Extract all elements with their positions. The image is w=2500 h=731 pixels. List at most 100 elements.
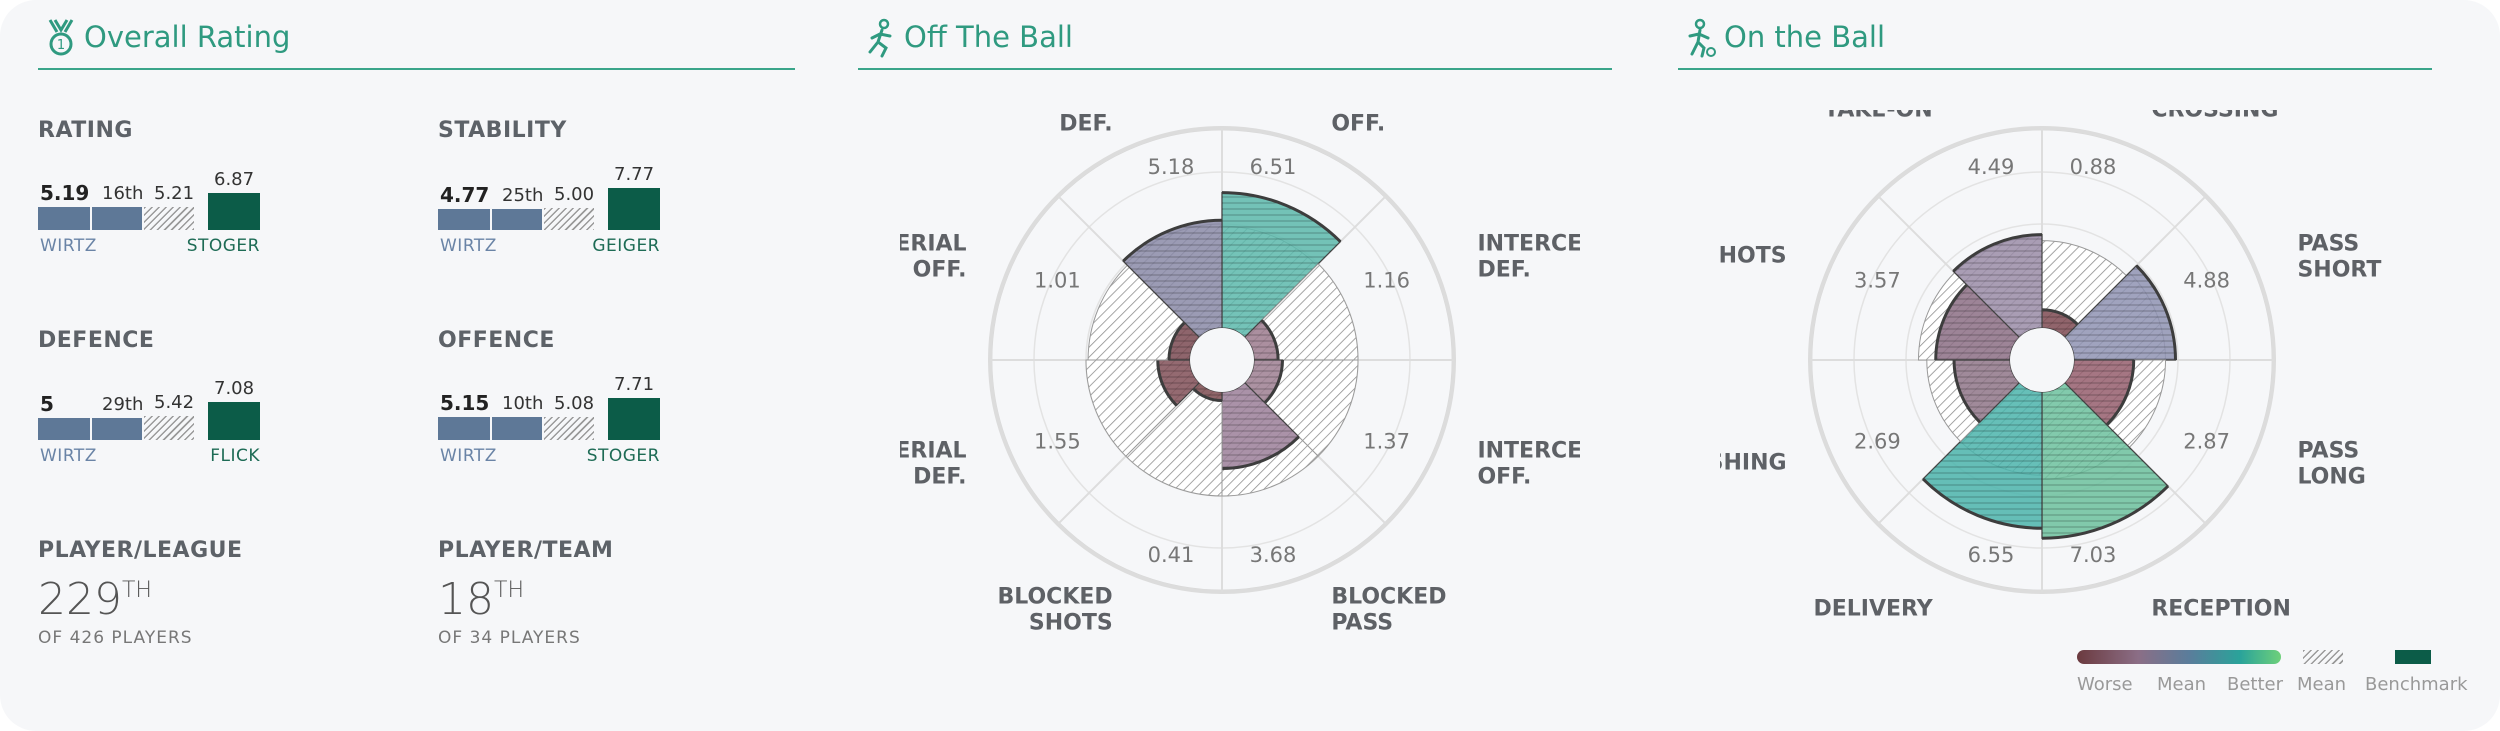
legend-benchmark-swatch	[2395, 650, 2431, 664]
value-label: 0.88	[2070, 155, 2117, 179]
player-value: 4.77	[440, 182, 490, 207]
rank-total: OF 34 PLAYERS	[438, 628, 581, 648]
value-label: 3.57	[1854, 269, 1901, 293]
category-label-line: DEF.	[1059, 112, 1112, 137]
benchmark-bar	[208, 401, 260, 440]
player-bar-rank	[492, 208, 542, 230]
metric-label: RATING	[38, 118, 133, 143]
value-label: 4.88	[2183, 269, 2230, 293]
player-bar-rank	[492, 416, 542, 440]
value-wedge-texture	[1954, 360, 2020, 423]
value-edge	[1156, 359, 1178, 407]
metric-stability: STABILITY 4.77 25th 5.00 7.77 WIRTZ GEIGER	[438, 118, 698, 258]
mean-bar	[144, 415, 194, 440]
benchmark-value: 7.71	[614, 374, 655, 396]
category-label: BLOCKED SHOTS	[997, 584, 1112, 630]
value-edge	[1167, 321, 1186, 361]
category-label-line: FINISHING	[1720, 450, 1787, 475]
value-edge	[2041, 484, 2170, 540]
value-label: 2.87	[2183, 429, 2230, 453]
value-wedge-texture	[2064, 360, 2134, 425]
player-rank: 25th	[502, 184, 544, 206]
mean-value: 5.08	[554, 393, 595, 415]
benchmark-name: GEIGER	[592, 236, 660, 256]
value-edge	[1221, 435, 1300, 471]
legend-mean: Mean	[2157, 674, 2207, 695]
metric-label: DEFENCE	[38, 328, 155, 353]
category-label: INTERCEPTOFF.	[1477, 438, 1580, 489]
category-label-line: TAKE-ON	[1824, 110, 1933, 123]
player-bar	[38, 417, 90, 440]
value-label: 1.16	[1363, 269, 1410, 293]
value-wedge-texture	[1923, 382, 2042, 529]
value-label: 1.01	[1034, 269, 1081, 293]
medal-icon: 1	[48, 19, 74, 56]
metric-bars: 4.77 25th 5.00 7.77 WIRTZ GEIGER	[438, 164, 698, 258]
player-value: 5	[40, 391, 54, 416]
metric-bars: 5 29th 5.42 7.08 WIRTZ FLICK	[38, 378, 298, 468]
center-hole	[2010, 328, 2074, 392]
rank-number: 18	[438, 574, 494, 625]
section-title: On the Ball	[1724, 20, 1886, 54]
category-label-line: OFF.	[1331, 112, 1385, 137]
category-label: DELIVERY	[1813, 596, 1933, 621]
off-the-ball-header: Off The Ball	[858, 14, 1612, 70]
player-bar	[38, 206, 90, 230]
rank-value: 18TH	[438, 574, 524, 625]
category-label-line: SHORT	[2297, 258, 2381, 283]
category-label-line: SHOTS	[1029, 610, 1113, 630]
category-label-line: BLOCKED	[1331, 584, 1446, 609]
category-label: TACKLEDEF.	[1020, 110, 1113, 137]
mean-value: 5.21	[154, 182, 195, 204]
value-wedge-texture	[1168, 322, 1200, 360]
category-label-line: BLOCKED	[997, 584, 1112, 609]
mean-bar	[544, 417, 594, 440]
category-label: RECEPTION	[2151, 596, 2291, 621]
category-label: SHOTS	[1720, 244, 1787, 269]
value-edge	[1263, 359, 1284, 404]
benchmark-bar	[208, 192, 260, 230]
benchmark-value: 6.87	[214, 168, 255, 190]
metric-rating: RATING 5.19 16th 5.21 6.87 WIRTZ STOGER	[38, 118, 298, 258]
category-label: FINISHING	[1720, 450, 1787, 475]
category-label-line: TACKLE	[1020, 110, 1113, 111]
value-wedge-texture	[1935, 284, 2020, 360]
value-label: 2.69	[1854, 429, 1901, 453]
rank-suffix: TH	[494, 578, 524, 603]
value-edge	[1260, 319, 1280, 361]
value-label: 7.03	[2070, 543, 2117, 567]
player-value: 5.15	[440, 390, 490, 415]
category-label-line: TACKLE	[1331, 110, 1424, 111]
category-label-line: DEF.	[913, 464, 966, 489]
mean-bar	[544, 207, 594, 230]
mean-value: 5.00	[554, 183, 595, 205]
metric-bars: 5.15 10th 5.08 7.71 WIRTZ STOGER	[438, 374, 698, 468]
category-label-line: INTERCEPT	[1477, 232, 1580, 257]
rank-suffix: TH	[121, 578, 152, 603]
category-label-line: DELIVERY	[1813, 596, 1933, 621]
center-hole	[1190, 328, 1254, 392]
legend-better: Better	[2227, 674, 2284, 695]
category-label-line: INTERCEPT	[1477, 438, 1580, 463]
category-label: AERIALDEF.	[900, 438, 967, 489]
benchmark-name: STOGER	[586, 446, 660, 466]
value-label: 0.41	[1148, 543, 1195, 567]
value-edge	[1921, 477, 2043, 530]
value-label: 4.49	[1968, 155, 2015, 179]
on-the-ball-header: On the Ball	[1678, 14, 2432, 70]
category-label-line: LONG	[2297, 464, 2365, 489]
value-edge	[1221, 191, 1342, 243]
value-wedge-texture	[2042, 309, 2078, 338]
rank-total: OF 426 PLAYERS	[38, 628, 193, 648]
category-label-line: PASS	[2297, 232, 2359, 257]
value-edge	[2135, 264, 2178, 361]
benchmark-bar	[608, 398, 660, 440]
dribbling-player-icon	[1688, 18, 1716, 58]
value-wedge-texture	[1222, 382, 1299, 469]
mean-value: 5.42	[154, 391, 195, 413]
chart-legend: Worse Mean Better Mean Benchmark	[2075, 646, 2495, 706]
category-label-line: DEF.	[1477, 258, 1530, 283]
value-edge	[2041, 308, 2079, 326]
legend-gradient	[2077, 650, 2281, 664]
